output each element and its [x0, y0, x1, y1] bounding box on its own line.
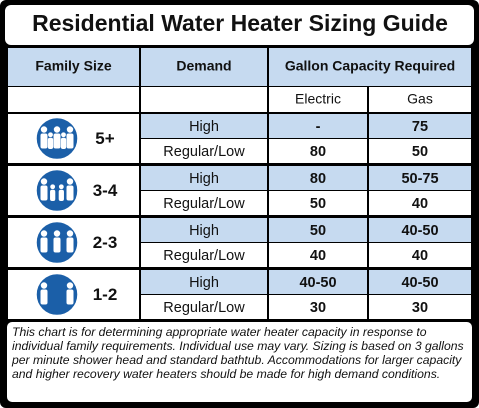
header: Demand [176, 58, 231, 74]
cell [369, 243, 471, 267]
person-head [66, 126, 74, 133]
note: This chart is for determining appropriat… [12, 325, 464, 381]
person-head [53, 230, 61, 237]
capacity: 30 [310, 300, 326, 316]
family-size: 1-2 [93, 285, 118, 304]
person-head [53, 126, 61, 133]
cell [141, 295, 267, 319]
capacity: 40-50 [401, 223, 438, 239]
subheader: Electric [295, 91, 341, 107]
person-body [60, 137, 67, 149]
title-bg [5, 5, 474, 45]
cell [141, 243, 267, 267]
demand: Regular/Low [163, 144, 245, 160]
cell [369, 114, 471, 138]
family-size: 3-4 [93, 181, 118, 200]
person-head [50, 184, 56, 190]
cell [269, 243, 367, 267]
person-body [47, 137, 54, 149]
cell [369, 295, 471, 319]
cell [269, 87, 367, 112]
title: Residential Water Heater Sizing Guide [32, 10, 448, 36]
person-head [61, 132, 66, 138]
capacity: 40-50 [299, 275, 336, 291]
capacity: 40-50 [401, 275, 438, 291]
cell [269, 270, 367, 294]
capacity: 50 [412, 144, 428, 160]
subheader: Gas [407, 91, 433, 107]
capacity: 75 [412, 119, 428, 135]
capacity: 40 [412, 248, 428, 264]
capacity: 40 [310, 248, 326, 264]
capacity: 40 [412, 196, 428, 212]
cell [8, 48, 139, 86]
capacity: 50 [310, 196, 326, 212]
demand: Regular/Low [163, 196, 245, 212]
person-body [66, 133, 74, 149]
cell [141, 191, 267, 215]
cell [369, 166, 471, 190]
cell [141, 270, 267, 294]
cell [141, 218, 267, 242]
capacity: 50-75 [401, 171, 438, 187]
demand: High [189, 275, 219, 291]
note-bg [7, 322, 472, 402]
person-body [40, 289, 48, 305]
cell [269, 218, 367, 242]
family-size: 5+ [95, 129, 114, 148]
person-head [40, 178, 48, 185]
person-body [66, 185, 74, 201]
header: Gallon Capacity Required [285, 58, 455, 74]
person-head [66, 282, 74, 289]
cell [369, 270, 471, 294]
capacity: 80 [310, 171, 326, 187]
demand: High [189, 171, 219, 187]
demand: High [189, 223, 219, 239]
cell [269, 114, 367, 138]
person-body [40, 185, 48, 201]
header: Family Size [35, 58, 111, 74]
person-body [53, 237, 61, 253]
cell [141, 139, 267, 163]
person-head [66, 230, 74, 237]
person-head [40, 230, 48, 237]
person-body [40, 133, 48, 149]
capacity: 30 [412, 300, 428, 316]
person-body [66, 237, 74, 253]
person-body [58, 189, 64, 201]
cell [369, 87, 471, 112]
person-body [53, 133, 61, 149]
person-head [40, 282, 48, 289]
person-body [66, 289, 74, 305]
capacity: 50 [310, 223, 326, 239]
cell [8, 87, 139, 112]
demand: Regular/Low [163, 248, 245, 264]
person-head [48, 132, 53, 138]
cell [369, 218, 471, 242]
cell [369, 139, 471, 163]
cell [141, 114, 267, 138]
cell [269, 166, 367, 190]
cell [141, 166, 267, 190]
person-body [50, 189, 56, 201]
family-size: 2-3 [93, 233, 118, 252]
cell [269, 295, 367, 319]
cell [141, 48, 267, 86]
cell [269, 191, 367, 215]
person-head [66, 178, 74, 185]
capacity: 80 [310, 144, 326, 160]
person-head [58, 184, 64, 190]
demand: Regular/Low [163, 300, 245, 316]
person-head [40, 126, 48, 133]
cell [369, 191, 471, 215]
capacity: - [316, 119, 321, 135]
demand: High [189, 119, 219, 135]
cell [141, 87, 267, 112]
person-body [40, 237, 48, 253]
cell [269, 139, 367, 163]
cell [269, 48, 471, 86]
